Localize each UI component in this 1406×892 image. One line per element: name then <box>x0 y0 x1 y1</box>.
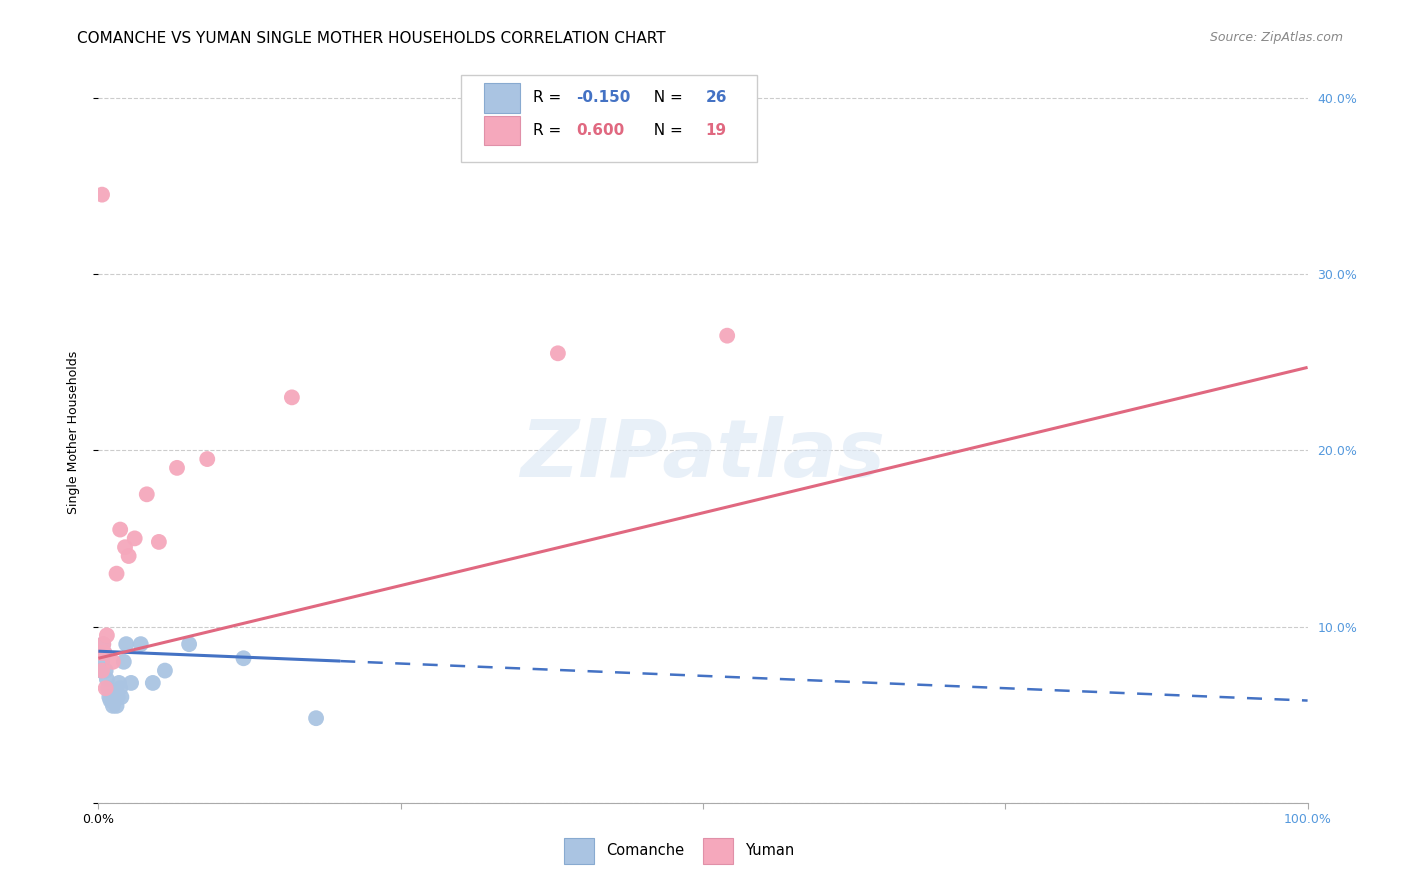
Point <box>101 698 124 713</box>
Point <box>142 676 165 690</box>
Text: -0.150: -0.150 <box>576 90 630 105</box>
Text: Yuman: Yuman <box>745 844 794 858</box>
Text: R =: R = <box>533 123 565 138</box>
Point <box>166 461 188 475</box>
Point <box>108 676 131 690</box>
Point <box>129 637 152 651</box>
Point <box>114 540 136 554</box>
Point <box>93 646 115 660</box>
Point <box>110 690 132 704</box>
Point <box>97 681 120 696</box>
Bar <box>703 838 734 863</box>
Point <box>105 698 128 713</box>
Text: Source: ZipAtlas.com: Source: ZipAtlas.com <box>1209 31 1343 45</box>
Point <box>108 681 131 696</box>
Text: 19: 19 <box>706 123 727 138</box>
Bar <box>484 83 520 112</box>
Point <box>281 390 304 404</box>
Point <box>96 673 118 687</box>
Text: 0.600: 0.600 <box>576 123 624 138</box>
Point <box>98 690 121 704</box>
Point <box>195 452 218 467</box>
Point <box>105 566 128 581</box>
Point <box>135 487 157 501</box>
Bar <box>564 838 595 863</box>
Point <box>153 664 176 678</box>
Point <box>232 651 254 665</box>
Point <box>547 346 569 360</box>
Text: ZIPatlas: ZIPatlas <box>520 416 886 494</box>
Point <box>91 187 114 202</box>
Text: Comanche: Comanche <box>606 844 685 858</box>
Text: COMANCHE VS YUMAN SINGLE MOTHER HOUSEHOLDS CORRELATION CHART: COMANCHE VS YUMAN SINGLE MOTHER HOUSEHOL… <box>77 31 666 46</box>
Point <box>96 628 118 642</box>
Point <box>112 655 135 669</box>
Point <box>90 664 112 678</box>
Point <box>90 646 112 660</box>
Point <box>100 690 122 704</box>
Point <box>115 637 138 651</box>
FancyBboxPatch shape <box>461 75 758 162</box>
Point <box>94 681 117 696</box>
Point <box>91 637 114 651</box>
Point <box>100 693 122 707</box>
Point <box>91 664 114 678</box>
Point <box>91 655 114 669</box>
Point <box>108 523 131 537</box>
Text: N =: N = <box>644 123 688 138</box>
Point <box>103 693 125 707</box>
Point <box>120 676 142 690</box>
Point <box>148 535 170 549</box>
Point <box>93 646 115 660</box>
Point <box>91 637 114 651</box>
Text: 26: 26 <box>706 90 727 105</box>
Bar <box>484 116 520 145</box>
Point <box>716 328 738 343</box>
Point <box>179 637 201 651</box>
Point <box>118 549 141 563</box>
Text: N =: N = <box>644 90 688 105</box>
Point <box>124 532 146 546</box>
Point <box>94 664 117 678</box>
Point <box>101 655 124 669</box>
Text: R =: R = <box>533 90 565 105</box>
Point <box>107 690 129 704</box>
Y-axis label: Single Mother Households: Single Mother Households <box>67 351 80 515</box>
Point <box>305 711 328 725</box>
